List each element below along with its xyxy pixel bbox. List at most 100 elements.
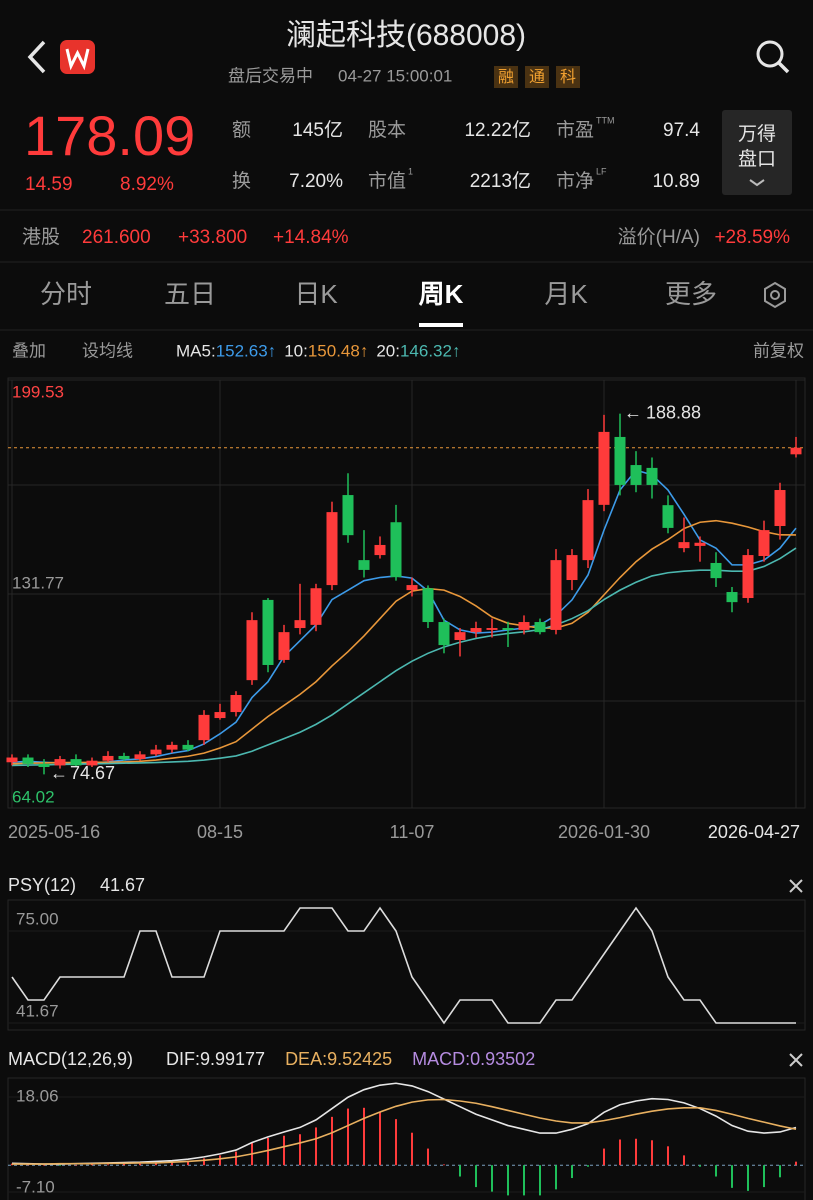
overlay-button[interactable]: 叠加	[12, 341, 46, 360]
field-label: 市净	[556, 170, 594, 192]
candle-body	[422, 588, 434, 623]
candle-body	[694, 542, 706, 546]
search-icon[interactable]	[756, 40, 784, 68]
y-tick-label: -7.10	[16, 1177, 55, 1196]
macd-bar	[379, 1111, 381, 1166]
macd-bar	[763, 1165, 765, 1188]
tab[interactable]: 月K	[544, 279, 588, 309]
candle-body	[22, 757, 34, 764]
candle-body	[518, 622, 530, 630]
candle-body	[550, 560, 562, 630]
macd-bar	[315, 1127, 317, 1166]
set-ma-button[interactable]: 设均线	[82, 341, 133, 360]
candle-body	[374, 544, 386, 556]
app-icon	[60, 40, 95, 74]
settings-icon[interactable]	[770, 290, 780, 300]
price: 178.09	[24, 104, 195, 167]
change-pct: 8.92%	[120, 174, 174, 195]
macd-bar	[139, 1163, 141, 1166]
field-value: 7.20%	[289, 171, 343, 192]
macd-bar	[283, 1135, 285, 1166]
x-tick-label: 2025-05-16	[8, 822, 100, 842]
search-icon[interactable]	[777, 61, 790, 74]
candle-body	[54, 759, 66, 766]
close-icon[interactable]	[789, 879, 803, 893]
macd-bar	[491, 1165, 493, 1192]
macd-bar	[427, 1148, 429, 1166]
change: 14.59	[25, 174, 73, 195]
y-tick-label: 41.67	[16, 1001, 59, 1020]
y-tick-label: 18.06	[16, 1086, 59, 1105]
macd-label: MACD:0.93502	[412, 1049, 535, 1069]
macd-bar	[699, 1165, 701, 1167]
candle-body	[486, 628, 498, 630]
macd-bar	[571, 1165, 573, 1179]
macd-bar	[43, 1165, 45, 1166]
hk-change: +33.800	[178, 227, 247, 248]
adjust-button[interactable]: 前复权	[753, 341, 804, 360]
tab[interactable]: 分时	[40, 279, 92, 309]
macd-bar	[91, 1164, 93, 1166]
candle-body	[582, 500, 594, 561]
x-tick-label: 2026-04-27	[708, 822, 800, 842]
macd-bar	[187, 1160, 189, 1166]
candle-body	[598, 431, 610, 505]
candle-body	[86, 760, 98, 766]
macd-frame	[7, 1077, 806, 1200]
field-label: 市值	[368, 170, 406, 192]
candle-body	[182, 744, 194, 750]
close-icon[interactable]	[789, 1053, 803, 1067]
macd-bar	[683, 1155, 685, 1166]
status: 盘后交易中	[228, 66, 313, 85]
macd-bar	[715, 1165, 717, 1177]
depth-button-label[interactable]: 盘口	[738, 148, 776, 170]
macd-title: MACD(12,26,9)	[8, 1049, 133, 1069]
macd-bar	[539, 1165, 541, 1196]
candle-body	[342, 495, 354, 536]
field-value: 2213亿	[470, 170, 531, 192]
back-icon[interactable]	[27, 40, 46, 74]
candle-body	[6, 757, 18, 763]
badge: 通	[529, 68, 545, 86]
settings-icon[interactable]	[764, 281, 786, 309]
candle-body	[70, 759, 82, 766]
candle-body	[662, 505, 674, 528]
depth-button[interactable]	[722, 110, 792, 195]
field-value: 145亿	[292, 119, 343, 141]
macd-bar	[299, 1134, 301, 1166]
tab[interactable]: 日K	[294, 279, 338, 309]
tab[interactable]: 周K	[419, 279, 464, 309]
candle-body	[758, 530, 770, 557]
macd-bar	[107, 1164, 109, 1166]
candle-body	[310, 588, 322, 625]
tab[interactable]: 五日	[164, 279, 216, 309]
candle-body	[390, 522, 402, 578]
candle-body	[166, 744, 178, 750]
badge-bg	[556, 66, 580, 88]
hk-change-pct: +14.84%	[273, 227, 349, 248]
field-label: 股本	[368, 119, 406, 141]
tab-underline	[419, 323, 463, 327]
psy-line	[11, 906, 796, 1025]
macd-bar	[331, 1116, 333, 1166]
candle-body	[198, 714, 210, 741]
macd-bar	[267, 1138, 269, 1166]
ma-value: 146.32↑	[400, 341, 461, 360]
macd-bar	[667, 1146, 669, 1166]
chevron	[749, 179, 765, 187]
macd-bar	[395, 1119, 397, 1166]
macd-bar	[475, 1165, 477, 1188]
macd-bar	[587, 1165, 589, 1167]
tab[interactable]: 更多	[665, 279, 717, 309]
depth-button-label[interactable]: 万得	[738, 123, 776, 145]
ma-name: 10:	[284, 341, 308, 360]
macd-bar	[507, 1165, 509, 1196]
ma-line	[11, 547, 797, 767]
time: 04-27 15:00:01	[338, 66, 452, 85]
macd-bar	[619, 1139, 621, 1166]
macd-bar	[123, 1163, 125, 1166]
candle-body	[726, 592, 738, 603]
